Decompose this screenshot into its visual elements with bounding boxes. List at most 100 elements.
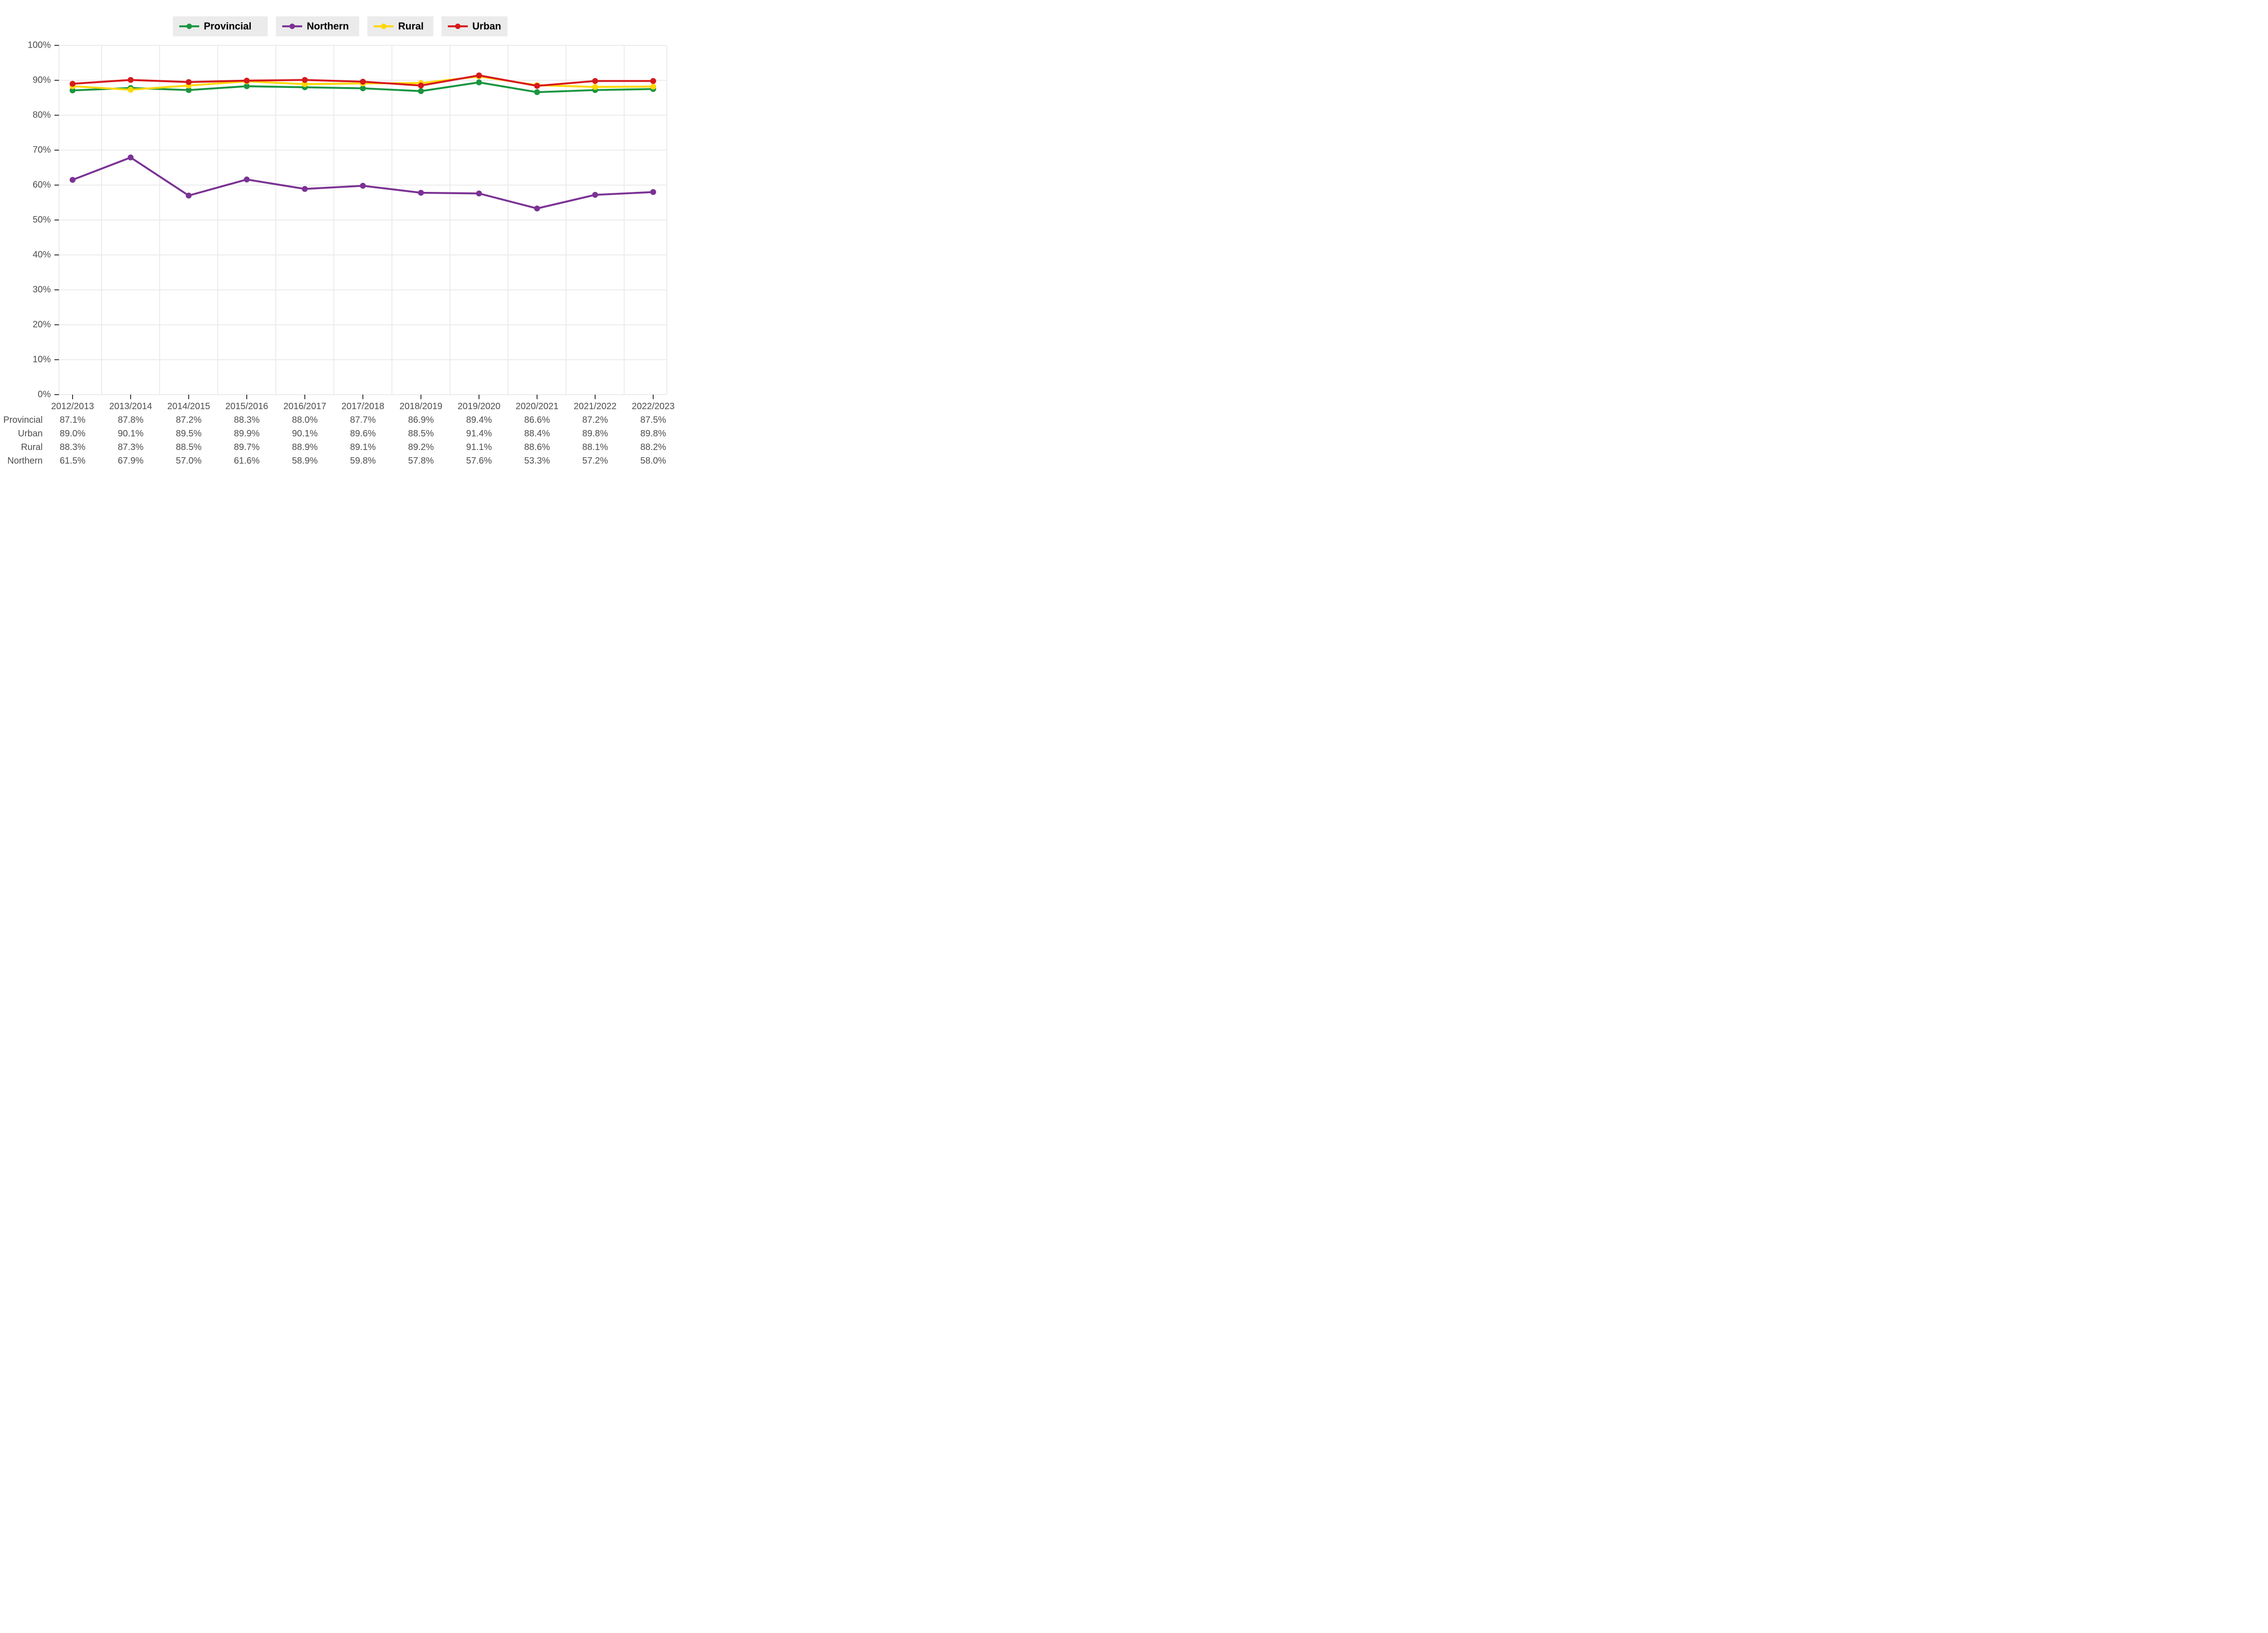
table-cell: 89.6% [350,429,376,439]
y-tick-label: 0% [38,389,51,399]
table-cell: 88.5% [408,429,434,439]
series-marker-urban [592,78,598,84]
table-cell: 57.0% [176,456,202,466]
table-row-label: Provincial [3,415,43,425]
x-tick-label: 2014/2015 [167,401,210,411]
y-tick-label: 10% [33,354,51,364]
table-cell: 89.8% [582,429,608,439]
table-cell: 88.0% [292,415,318,425]
series-marker-northern [592,192,598,198]
x-tick-label: 2020/2021 [516,401,559,411]
table-cell: 57.6% [466,456,492,466]
series-marker-northern [128,155,133,160]
y-tick-label: 40% [33,249,51,259]
table-cell: 57.8% [408,456,434,466]
y-tick-label: 100% [28,40,51,50]
series-marker-urban [534,83,540,88]
table-cell: 57.2% [582,456,608,466]
table-cell: 61.5% [60,456,86,466]
table-cell: 89.0% [60,429,86,439]
x-tick-label: 2015/2016 [225,401,269,411]
chart-container: 0%10%20%30%40%50%60%70%80%90%100%Provinc… [0,0,680,486]
table-cell: 87.3% [118,442,144,452]
series-marker-northern [186,193,191,198]
line-chart: 0%10%20%30%40%50%60%70%80%90%100%Provinc… [0,0,680,486]
table-cell: 88.3% [60,442,86,452]
legend-item-northern: Northern [276,16,359,36]
series-marker-northern [70,177,75,182]
table-cell: 61.6% [234,456,260,466]
x-tick-label: 2017/2018 [342,401,385,411]
series-marker-urban [302,77,308,83]
series-marker-provincial [418,88,424,94]
table-cell: 91.4% [466,429,492,439]
legend: Provincial Northern Rural Urban [173,16,508,36]
table-cell: 87.2% [176,415,202,425]
grid [59,45,667,395]
legend-swatch-marker [455,24,460,29]
series-marker-northern [418,190,424,196]
series-marker-northern [244,177,249,182]
legend-item-urban: Urban [441,16,508,36]
legend-swatch-marker [289,24,295,29]
table-cell: 88.4% [524,429,550,439]
series-marker-urban [650,78,656,84]
series-marker-northern [534,206,540,211]
table-cell: 58.9% [292,456,318,466]
table-cell: 89.4% [466,415,492,425]
series-marker-urban [186,79,191,85]
table-cell: 89.8% [640,429,666,439]
legend-swatch-marker [186,24,192,29]
table-cell: 89.7% [234,442,260,452]
x-tick-label: 2012/2013 [51,401,94,411]
series-marker-rural [650,84,656,89]
table-cell: 88.5% [176,442,202,452]
series-marker-rural [128,87,133,93]
table-cell: 89.5% [176,429,202,439]
table-cell: 89.9% [234,429,260,439]
x-tick-label: 2019/2020 [458,401,501,411]
series-marker-rural [592,84,598,90]
table-cell: 86.9% [408,415,434,425]
x-tick-label: 2021/2022 [574,401,617,411]
legend-label: Rural [398,20,424,32]
series-marker-northern [650,189,656,195]
x-tick-label: 2013/2014 [109,401,152,411]
series-marker-provincial [244,83,249,89]
series-marker-urban [128,77,133,83]
table-row-label: Urban [18,429,43,439]
table-cell: 88.1% [582,442,608,452]
series-marker-urban [244,78,249,83]
legend-label: Urban [472,20,501,32]
legend-label: Provincial [204,20,251,32]
series-marker-urban [70,81,75,87]
series-marker-northern [360,183,366,189]
table-cell: 90.1% [118,429,144,439]
table-cell: 67.9% [118,456,144,466]
x-tick-label: 2022/2023 [632,401,675,411]
y-tick-label: 70% [33,145,51,155]
series-marker-northern [302,186,308,191]
table-cell: 90.1% [292,429,318,439]
series-marker-provincial [534,89,540,95]
x-tick-label: 2018/2019 [400,401,443,411]
y-tick-label: 90% [33,75,51,85]
series-marker-urban [476,73,482,78]
series-group [70,73,656,211]
table-cell: 89.2% [408,442,434,452]
table-cell: 89.1% [350,442,376,452]
table-cell: 91.1% [466,442,492,452]
y-tick-label: 80% [33,110,51,120]
table-cell: 87.8% [118,415,144,425]
table-cell: 86.6% [524,415,550,425]
y-tick-label: 20% [33,319,51,329]
y-axis: 0%10%20%30%40%50%60%70%80%90%100% [28,40,59,399]
series-marker-urban [418,83,424,88]
x-axis [73,395,653,399]
data-table: 2012/2013 2013/2014 2014/2015 2015/2016 2016… [3,401,675,466]
table-cell: 88.2% [640,442,666,452]
x-tick-label: 2016/2017 [284,401,327,411]
table-cell: 87.7% [350,415,376,425]
table-row-label: Northern [7,456,43,466]
table-cell: 88.3% [234,415,260,425]
